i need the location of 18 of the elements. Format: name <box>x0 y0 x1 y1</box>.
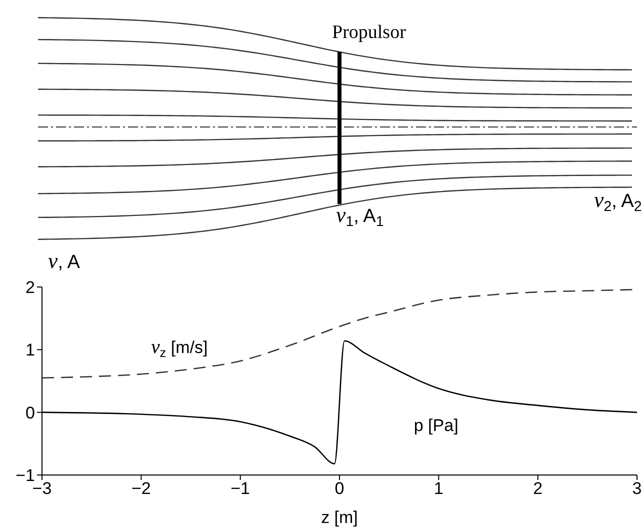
y-tick-label: 2 <box>26 278 35 298</box>
x-tick-label: 3 <box>632 479 642 498</box>
x-tick-label: 1 <box>434 479 444 498</box>
y-tick-label: −1 <box>16 466 35 486</box>
text: v$_{1}$, A$_{1}$ <box>336 203 384 230</box>
text: Propulsor <box>332 22 407 43</box>
series-label: p [Pa] <box>414 416 458 436</box>
y-tick-label: 0 <box>26 403 35 422</box>
y-tick-label: 1 <box>26 340 35 360</box>
x-tick-label: 2 <box>533 479 543 498</box>
series-label: v$_{z}$ [m/s] <box>151 336 208 360</box>
x-axis-title: z [m] <box>321 508 358 527</box>
x-tick-label: 0 <box>334 479 344 498</box>
x-tick-label: −2 <box>131 479 151 498</box>
x-tick-label: −3 <box>32 479 52 498</box>
text: v, A <box>48 249 80 273</box>
x-tick-label: −1 <box>230 479 250 498</box>
text: v$_{2}$, A$_{2}$ <box>594 188 642 216</box>
